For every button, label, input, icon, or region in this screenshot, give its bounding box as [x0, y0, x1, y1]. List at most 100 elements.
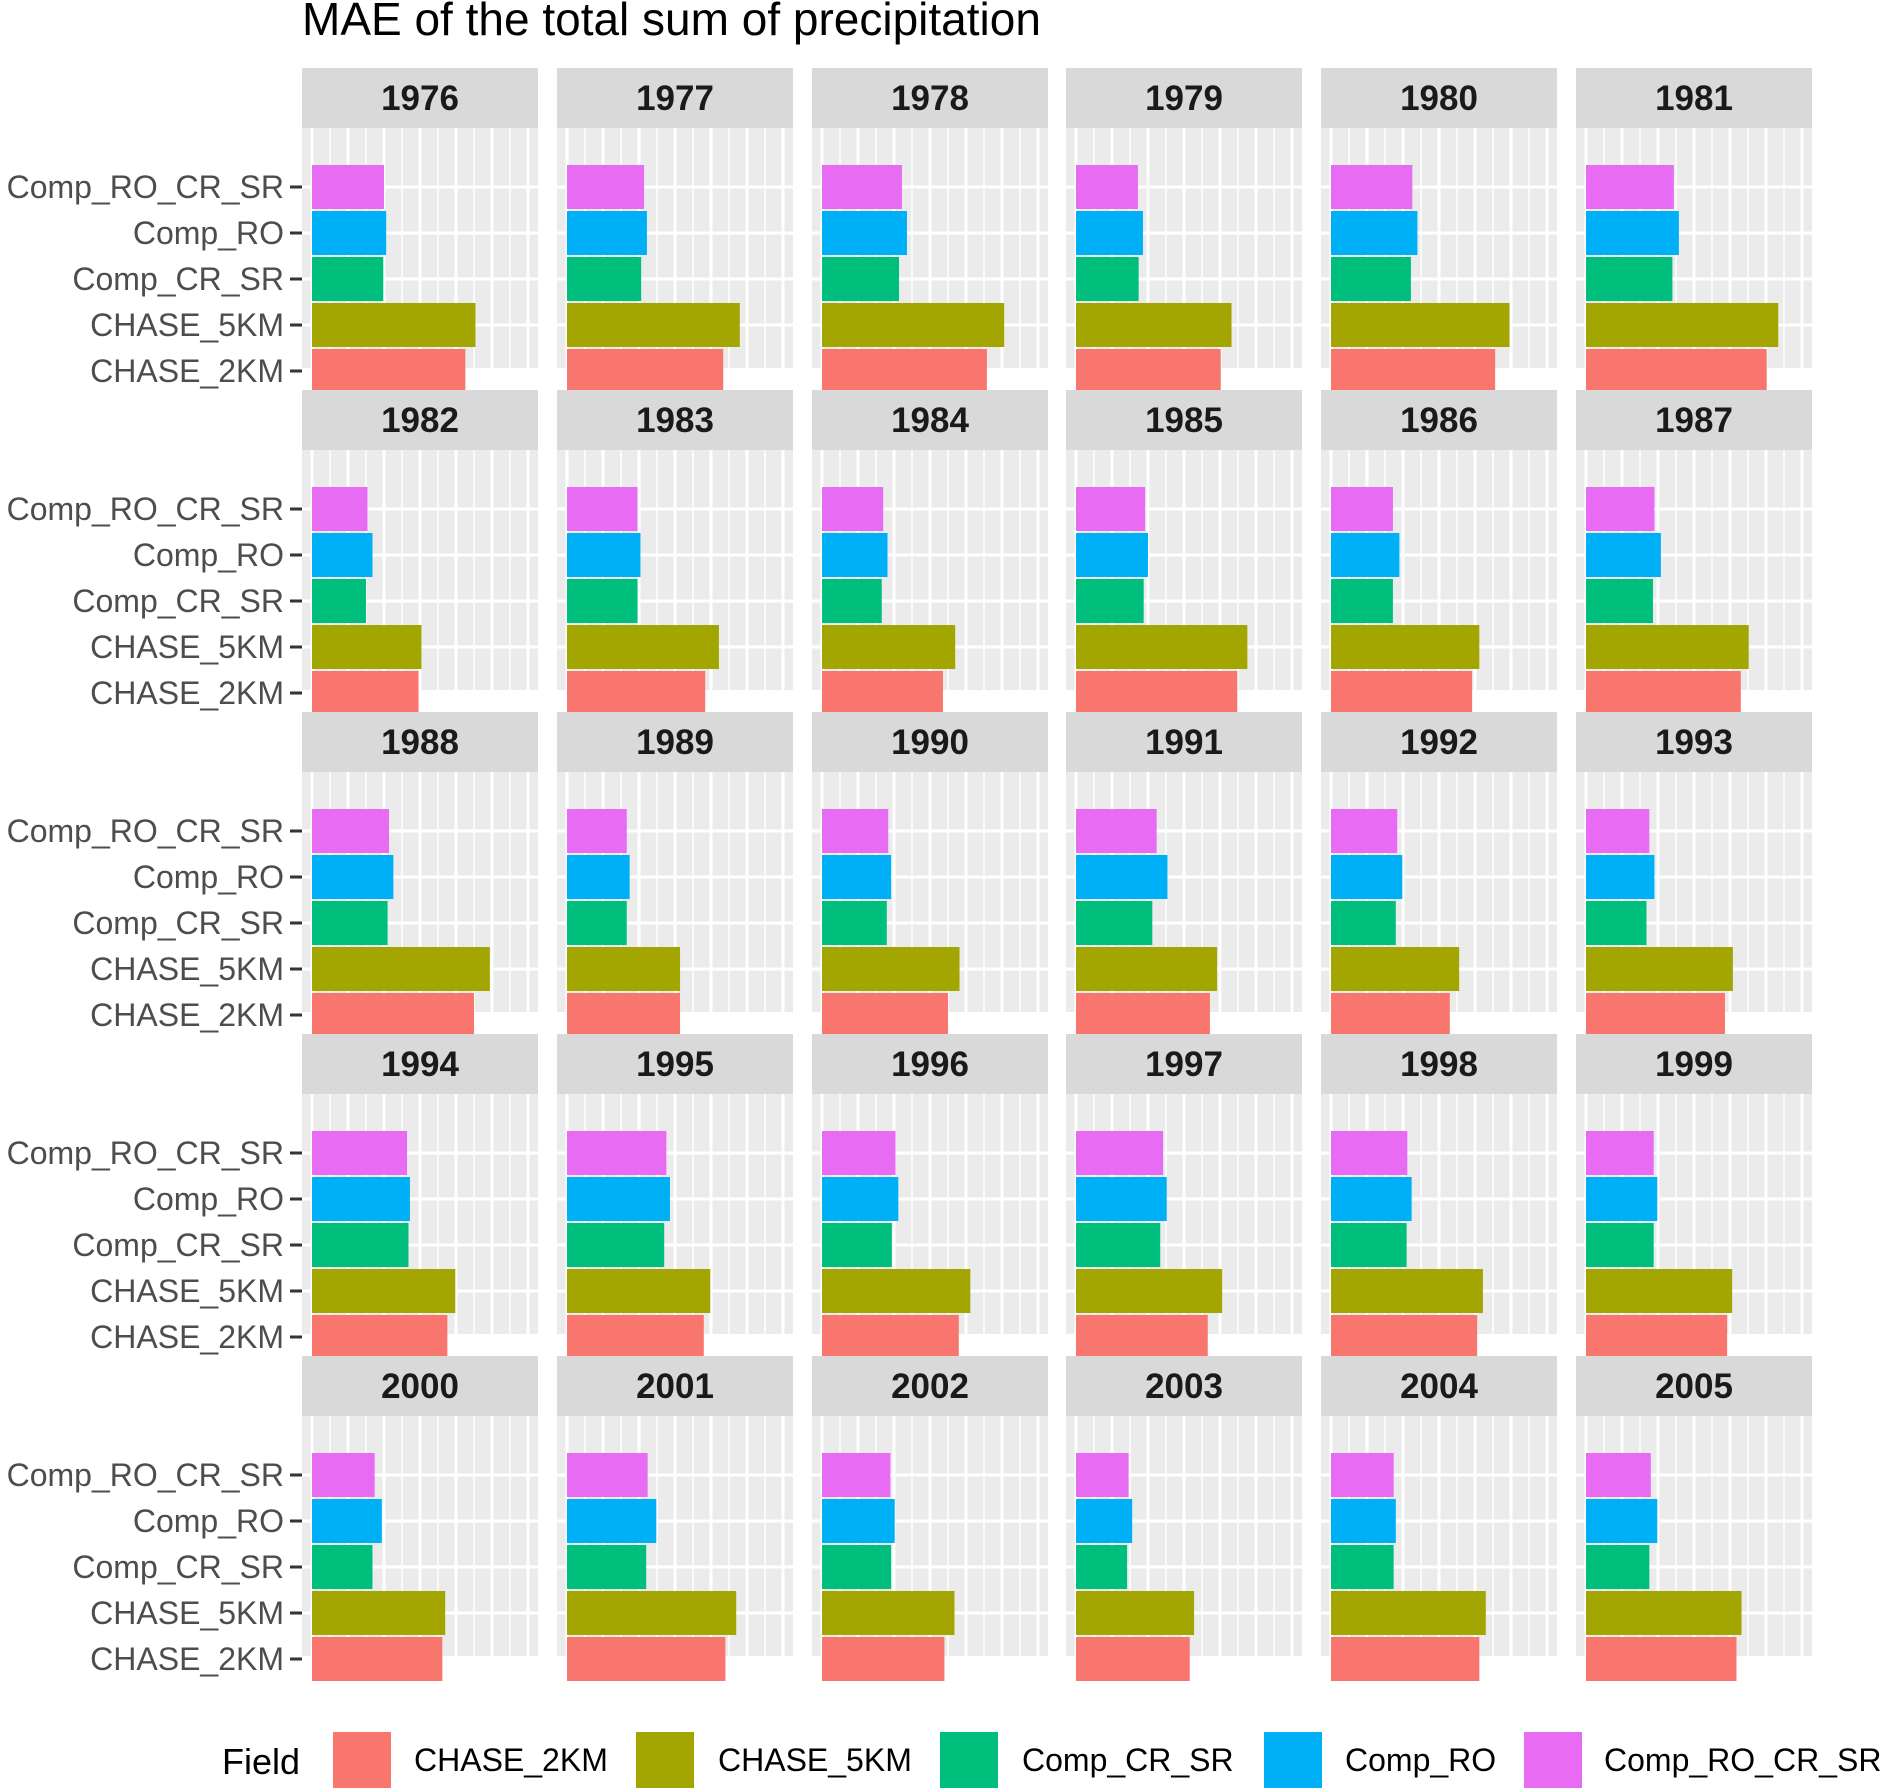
facet-strip	[1576, 68, 1812, 128]
bar-CHASE_2KM	[312, 1637, 443, 1681]
bar-Comp_RO	[1586, 1177, 1658, 1221]
bar-CHASE_2KM	[1586, 1637, 1737, 1681]
facet-strip	[557, 1356, 793, 1416]
bar-Comp_RO	[312, 1499, 382, 1543]
facet-strip-label: 1988	[381, 723, 459, 762]
bar-CHASE_2KM	[1076, 671, 1238, 715]
y-tick-label: Comp_RO	[133, 1503, 284, 1539]
bar-Comp_RO_CR_SR	[1076, 1131, 1164, 1175]
y-tick-label: Comp_RO_CR_SR	[7, 1135, 284, 1171]
facet-panel-1984: 1984	[812, 390, 1048, 715]
legend-item-CHASE_5KM: CHASE_5KM	[636, 1732, 912, 1788]
bar-Comp_RO	[1076, 1177, 1167, 1221]
y-tick-label: Comp_RO	[133, 1181, 284, 1217]
bar-CHASE_5KM	[312, 947, 490, 991]
bar-CHASE_2KM	[1331, 1315, 1478, 1359]
facet-strip	[1066, 1034, 1302, 1094]
facet-strip-label: 1989	[636, 723, 714, 762]
bar-Comp_RO	[567, 1177, 670, 1221]
bar-Comp_CR_SR	[822, 1223, 892, 1267]
facet-strip	[302, 1356, 538, 1416]
bar-Comp_CR_SR	[1586, 257, 1673, 301]
bar-Comp_CR_SR	[1331, 1223, 1407, 1267]
bar-Comp_RO	[1586, 855, 1655, 899]
bar-CHASE_5KM	[1331, 625, 1480, 669]
bar-Comp_CR_SR	[312, 1223, 409, 1267]
y-tick-label: CHASE_2KM	[90, 353, 284, 389]
bar-Comp_CR_SR	[1076, 1223, 1161, 1267]
facet-strip	[557, 390, 793, 450]
bar-Comp_RO	[822, 1499, 895, 1543]
bar-CHASE_2KM	[1076, 1315, 1208, 1359]
facet-strip	[1321, 712, 1557, 772]
bar-Comp_RO	[1586, 211, 1679, 255]
bar-Comp_RO	[1586, 1499, 1658, 1543]
legend-label: Comp_RO_CR_SR	[1604, 1742, 1881, 1778]
bar-Comp_CR_SR	[1586, 901, 1647, 945]
bar-CHASE_5KM	[1331, 1269, 1483, 1313]
y-tick-label: Comp_RO_CR_SR	[7, 169, 284, 205]
legend-key	[636, 1732, 694, 1788]
bar-Comp_RO	[567, 1499, 657, 1543]
facet-panel-1977: 1977	[557, 68, 793, 393]
facet-panel-1997: 1997	[1066, 1034, 1302, 1359]
bar-CHASE_5KM	[567, 947, 681, 991]
bar-Comp_RO	[312, 1177, 410, 1221]
bar-Comp_RO_CR_SR	[567, 809, 627, 853]
bar-CHASE_5KM	[1076, 625, 1248, 669]
facet-strip-label: 2003	[1145, 1367, 1223, 1406]
facet-strip-label: 1993	[1655, 723, 1733, 762]
facet-panel-1991: 1991	[1066, 712, 1302, 1037]
bar-Comp_CR_SR	[1331, 1545, 1394, 1589]
bar-Comp_RO_CR_SR	[822, 1453, 891, 1497]
bar-Comp_RO_CR_SR	[1331, 487, 1393, 531]
facet-strip	[1576, 1034, 1812, 1094]
facet-strip	[812, 68, 1048, 128]
bar-CHASE_5KM	[312, 1591, 446, 1635]
facet-panel-1976: 1976 CHASE_2KM CHASE_5KM Comp_CR_SR Comp_RO C…	[7, 68, 538, 393]
bar-CHASE_2KM	[1586, 993, 1725, 1037]
facet-panel-1990: 1990	[812, 712, 1048, 1037]
facet-strip-label: 1977	[636, 79, 714, 118]
bar-Comp_CR_SR	[1586, 1545, 1650, 1589]
y-tick-label: Comp_CR_SR	[72, 583, 284, 619]
facet-panel-1992: 1992	[1321, 712, 1557, 1037]
legend-item-Comp_RO: Comp_RO	[1264, 1732, 1496, 1788]
bar-Comp_RO	[1076, 855, 1168, 899]
bar-Comp_RO	[567, 855, 630, 899]
y-tick-label: Comp_RO	[133, 859, 284, 895]
bar-Comp_RO_CR_SR	[1331, 809, 1398, 853]
facet-strip	[557, 1034, 793, 1094]
bar-CHASE_5KM	[1586, 303, 1779, 347]
bar-CHASE_2KM	[312, 349, 466, 393]
bar-Comp_CR_SR	[822, 901, 887, 945]
y-tick-label: CHASE_2KM	[90, 1319, 284, 1355]
facet-strip-label: 1995	[636, 1045, 714, 1084]
facet-strip	[302, 390, 538, 450]
facet-strip	[302, 1034, 538, 1094]
bar-CHASE_2KM	[1586, 671, 1741, 715]
legend-title: Field	[222, 1741, 300, 1782]
y-tick-label: CHASE_2KM	[90, 675, 284, 711]
bar-Comp_CR_SR	[1331, 579, 1393, 623]
facet-strip-label: 1996	[891, 1045, 969, 1084]
bar-CHASE_5KM	[312, 1269, 456, 1313]
legend-key	[1524, 1732, 1582, 1788]
bar-Comp_CR_SR	[822, 579, 882, 623]
bar-Comp_RO	[312, 533, 373, 577]
legend-key	[940, 1732, 998, 1788]
y-tick-label: CHASE_5KM	[90, 629, 284, 665]
facet-strip	[812, 390, 1048, 450]
legend-key	[1264, 1732, 1322, 1788]
bar-CHASE_2KM	[1076, 993, 1210, 1037]
facet-panel-1989: 1989	[557, 712, 793, 1037]
bar-Comp_RO	[1076, 211, 1143, 255]
bar-Comp_RO	[1331, 1177, 1412, 1221]
y-tick-label: Comp_RO_CR_SR	[7, 813, 284, 849]
bar-Comp_RO_CR_SR	[1076, 809, 1157, 853]
bar-Comp_RO_CR_SR	[1076, 1453, 1129, 1497]
facet-panel-2000: 2000 CHASE_2KM CHASE_5KM Comp_CR_SR Comp_RO C…	[7, 1356, 538, 1681]
y-tick-label: CHASE_2KM	[90, 1641, 284, 1677]
legend-label: Comp_CR_SR	[1022, 1742, 1234, 1778]
bar-CHASE_5KM	[1586, 625, 1749, 669]
